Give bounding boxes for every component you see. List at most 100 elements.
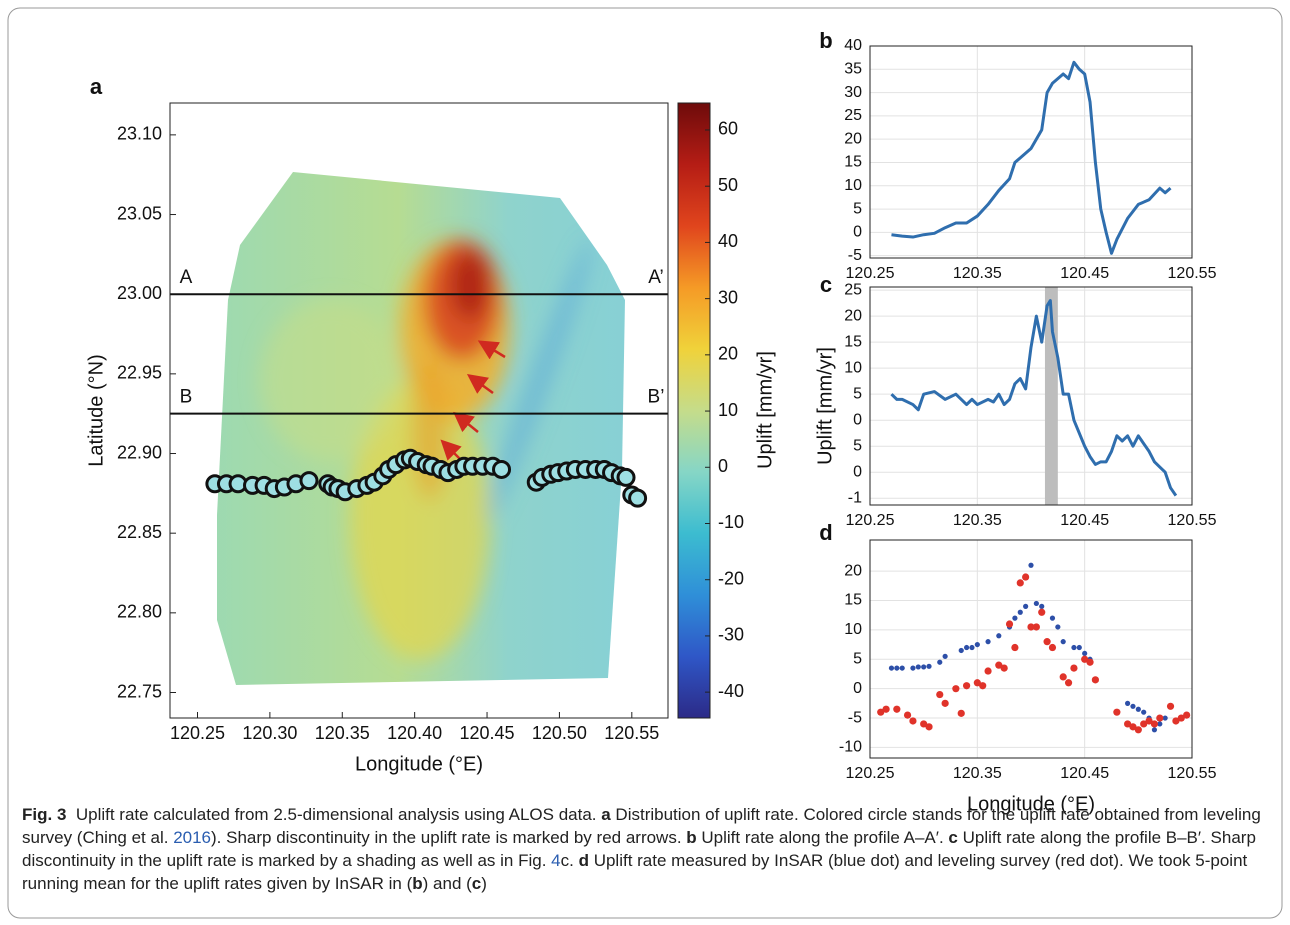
x-tick-label: 120.55 <box>1168 265 1217 282</box>
caption-text: b <box>412 874 423 893</box>
x-tick-label: 120.45 <box>1060 512 1109 529</box>
caption-text: c. <box>560 851 579 870</box>
scatter-point <box>1011 643 1019 652</box>
plot-frame <box>169 102 669 719</box>
x-tick-label: 120.25 <box>846 765 895 782</box>
scatter-point <box>1140 720 1148 728</box>
caption-text: b <box>686 828 697 847</box>
scatter-point <box>894 665 900 671</box>
y-axis-label: Uplift [mm/yr] <box>814 347 836 465</box>
scatter-point <box>958 647 964 654</box>
caption-text: ). Sharp discontinuity in the uplift rat… <box>211 828 687 847</box>
scatter-point <box>1059 673 1067 681</box>
profile-line-series <box>890 299 1178 497</box>
y-axis-label: Latitude (°N) <box>85 354 107 467</box>
x-tick-label: 120.30 <box>242 723 297 743</box>
scatter-point <box>1028 562 1034 568</box>
scatter-point <box>1086 658 1094 666</box>
y-tick-label: 15 <box>844 154 862 171</box>
x-tick-label: 120.35 <box>953 512 1002 529</box>
scatter-point <box>957 709 965 717</box>
y-tick-label: 5 <box>853 651 862 668</box>
scatter-point <box>952 685 960 693</box>
scatter-point <box>984 667 992 675</box>
caption-text: 2016 <box>173 828 212 847</box>
scatter-point <box>903 711 912 719</box>
scatter-point <box>1113 708 1121 716</box>
scatter-point <box>1005 620 1014 628</box>
scatter-point <box>1017 609 1023 615</box>
scatter-point <box>996 633 1002 639</box>
scatter-point <box>1039 603 1045 609</box>
y-tick-label: 22.95 <box>117 363 162 383</box>
scatter-point <box>1156 714 1164 722</box>
scatter-point <box>888 665 895 671</box>
scatter-point <box>995 661 1003 669</box>
leveling-point <box>492 459 512 479</box>
y-tick-label: -5 <box>848 709 862 726</box>
scatter-point <box>1135 706 1141 712</box>
plot-frame <box>869 45 1193 259</box>
scatter-point <box>1129 723 1137 731</box>
colorbar-tick-label: -10 <box>718 512 744 532</box>
x-tick-label: 120.35 <box>315 723 370 743</box>
panel-label: a <box>90 74 103 99</box>
profile-end-label: B’ <box>648 387 665 408</box>
plot-frame <box>869 286 1193 506</box>
colorbar-tick-label: -30 <box>718 625 744 645</box>
panel-label: b <box>819 28 832 53</box>
y-tick-label: 22.90 <box>117 442 162 462</box>
leveling-point <box>628 488 648 508</box>
y-tick-label: 10 <box>844 359 862 376</box>
scatter-point <box>1070 664 1078 672</box>
scatter-point <box>1145 717 1153 725</box>
x-tick-label: 120.45 <box>1060 765 1109 782</box>
scatter-point <box>1016 579 1024 587</box>
x-tick-label: 120.55 <box>604 723 659 743</box>
scatter-point <box>1177 714 1185 722</box>
colorbar-tick-label: 30 <box>718 287 738 307</box>
x-tick-label: 120.25 <box>170 723 225 743</box>
scatter-point <box>1023 603 1029 609</box>
y-tick-label: 0 <box>853 680 862 697</box>
scatter-point <box>1157 721 1163 727</box>
colorbar-tick-label: 60 <box>718 119 738 139</box>
discontinuity-arrows <box>440 340 506 462</box>
scatter-point <box>1082 650 1088 657</box>
scatter-point <box>979 682 987 690</box>
y-tick-label: 23.00 <box>117 283 162 303</box>
scatter-point <box>920 720 928 728</box>
leveling-point <box>299 471 319 491</box>
scatter-point <box>1130 703 1136 709</box>
scatter-point <box>1151 727 1158 733</box>
panel-label: c <box>820 272 832 297</box>
scatter-point <box>1183 711 1191 719</box>
scatter-point <box>1012 615 1018 621</box>
x-tick-label: 120.35 <box>953 765 1002 782</box>
y-tick-label: 35 <box>844 61 862 78</box>
y-tick-label: 10 <box>844 177 862 194</box>
x-axis-label: Longitude (°E) <box>355 753 483 775</box>
caption-text: d <box>578 851 589 870</box>
scatter-point <box>969 644 975 651</box>
x-tick-label: 120.55 <box>1168 765 1217 782</box>
caption-text: a <box>601 805 611 824</box>
scatter-point <box>1124 720 1132 728</box>
caption-text: Uplift rate along the profile A–A′. <box>696 828 949 847</box>
y-tick-label: 22.85 <box>117 522 162 542</box>
y-tick-label: 22.80 <box>117 602 162 622</box>
colorbar-tick-label: 40 <box>718 231 738 251</box>
profile-end-label: A’ <box>648 267 663 288</box>
scatter-point <box>1150 720 1159 728</box>
y-tick-label: -10 <box>839 739 862 756</box>
scatter-point <box>1055 624 1061 630</box>
y-tick-label: 5 <box>853 437 862 454</box>
scatter-point <box>925 723 933 731</box>
caption-text: ) and ( <box>422 874 472 893</box>
caption-text: Distribution of uplift rate. Colored cir… <box>22 805 1266 847</box>
scatter-point <box>964 644 970 651</box>
scatter-point <box>937 659 943 665</box>
scatter-point <box>1071 644 1077 651</box>
y-tick-label: -5 <box>848 247 862 264</box>
